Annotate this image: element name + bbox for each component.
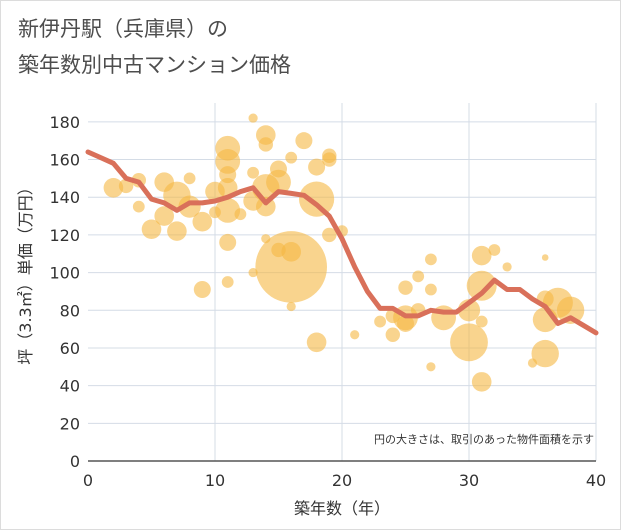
y-tick-label: 120 <box>49 226 80 245</box>
bubble-point <box>219 166 237 184</box>
bubble-point <box>295 132 313 150</box>
y-tick-label: 40 <box>60 377 80 396</box>
y-tick-label: 60 <box>60 339 80 358</box>
y-tick-label: 100 <box>49 264 80 283</box>
bubble-point <box>541 254 549 261</box>
bubble-point <box>471 372 492 392</box>
bubble-point <box>285 151 298 164</box>
x-tick-label: 40 <box>586 471 606 490</box>
chart-title-line1: 新伊丹駅（兵庫県）の <box>18 17 228 41</box>
bubble-point <box>247 166 259 179</box>
bubble-point <box>425 253 437 266</box>
bubble-point <box>221 276 234 288</box>
x-tick-label: 20 <box>332 471 352 490</box>
bubble-point <box>471 245 492 266</box>
bubble-point <box>183 172 196 185</box>
bubble-size-note: 円の大きさは、取引のあった物件面積を示す <box>374 432 594 446</box>
bubble-layer <box>103 113 585 392</box>
bubble-point <box>132 200 145 213</box>
bubble-point <box>255 231 327 303</box>
bubble-point <box>502 262 512 272</box>
grid-lines <box>88 103 597 462</box>
bubble-point <box>167 221 187 241</box>
tick-labels: 0 20 40 60 80 100 120 140 160 180 0 10 20 30 40 <box>49 113 606 490</box>
x-tick-label: 30 <box>459 471 479 490</box>
bubble-point <box>350 330 360 340</box>
y-tick-label: 160 <box>49 151 80 170</box>
bubble-point <box>322 152 337 167</box>
x-tick-label: 0 <box>83 471 93 490</box>
bubble-point <box>258 137 273 152</box>
bubble-point <box>248 113 258 123</box>
bubble-point <box>299 181 335 217</box>
bubble-point <box>219 233 237 251</box>
y-tick-label: 140 <box>49 188 80 207</box>
x-axis-label: 築年数（年） <box>294 499 390 518</box>
bubble-point <box>248 267 258 278</box>
bubble-point <box>397 314 414 332</box>
bubble-point <box>118 178 134 194</box>
y-axis-label: 坪（3.3㎡）単価（万円） <box>16 179 35 364</box>
average-price-line <box>85 149 599 336</box>
bubble-point <box>103 177 124 198</box>
bubble-point <box>266 169 291 195</box>
y-tick-label: 0 <box>70 452 80 471</box>
bubble-point <box>215 149 241 174</box>
y-tick-label: 20 <box>60 414 80 433</box>
bubble-point <box>426 362 436 372</box>
bubble-point <box>412 270 425 283</box>
bubble-point <box>531 339 559 368</box>
bubble-point <box>374 315 386 328</box>
bubble-point <box>234 208 247 221</box>
y-tick-label: 80 <box>60 301 80 320</box>
bubble-point <box>466 270 497 301</box>
bubble-point <box>450 323 488 362</box>
bubble-point <box>215 198 241 223</box>
x-tick-label: 10 <box>205 471 225 490</box>
bubble-point <box>154 206 174 226</box>
bubble-point <box>141 219 162 240</box>
bubble-point <box>308 158 326 176</box>
bubble-point <box>193 281 211 299</box>
chart-title-line2: 築年数別中古マンション価格 <box>18 53 291 77</box>
bubble-point <box>306 332 327 353</box>
bubble-point <box>281 242 302 262</box>
y-tick-label: 180 <box>49 113 80 132</box>
bubble-point <box>192 211 213 232</box>
bubble-point <box>556 296 585 324</box>
bubble-point <box>488 244 501 256</box>
bubble-point <box>425 283 437 296</box>
bubble-point <box>475 315 488 328</box>
bubble-point <box>286 301 296 312</box>
bubble-point <box>398 280 413 295</box>
bubble-point <box>322 227 337 243</box>
bubble-point <box>385 327 400 342</box>
